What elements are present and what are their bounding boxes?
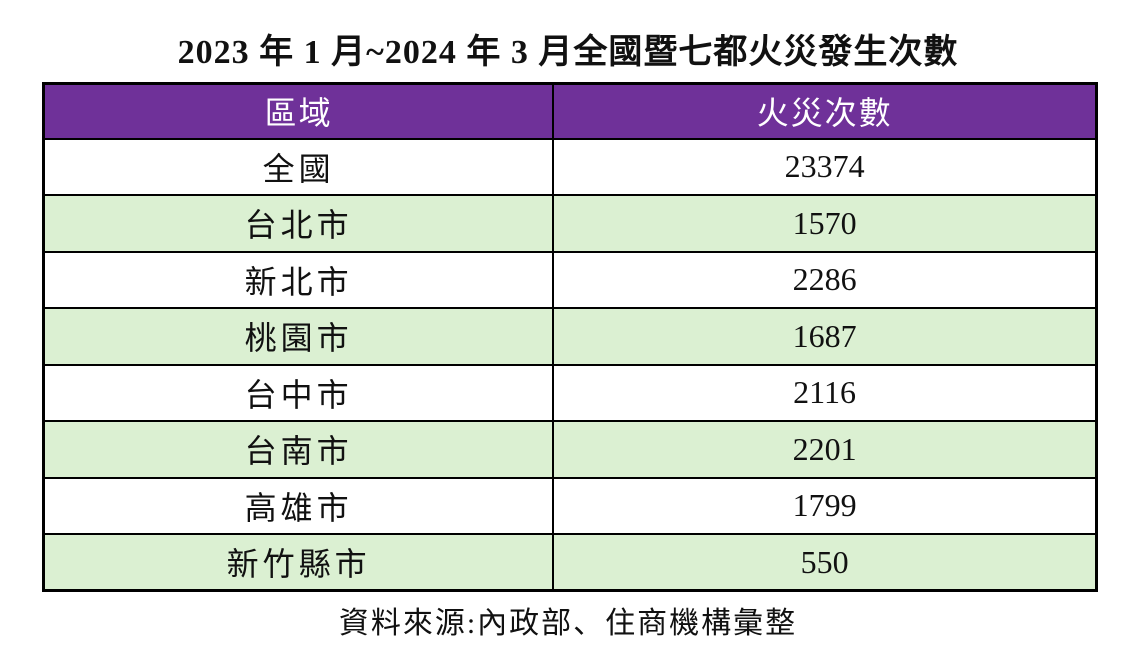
count-cell: 2116 (552, 363, 1098, 422)
table-row: 桃園市 1687 (42, 307, 1098, 366)
table-row: 全國 23374 (42, 137, 1098, 196)
table-row: 新北市 2286 (42, 250, 1098, 309)
column-header-fire-count: 火災次數 (552, 82, 1098, 140)
count-cell: 550 (552, 533, 1098, 592)
region-cell: 台南市 (42, 420, 555, 479)
region-cell: 新北市 (42, 250, 555, 309)
count-cell: 1687 (552, 307, 1098, 366)
region-cell: 高雄市 (42, 476, 555, 535)
page-title: 2023 年 1 月~2024 年 3 月全國暨七都火災發生次數 (177, 34, 959, 71)
table-header-row: 區域 火災次數 (42, 82, 1098, 140)
count-cell: 1799 (552, 476, 1098, 535)
count-cell: 1570 (552, 194, 1098, 253)
table-body: 全國 23374 台北市 1570 新北市 2286 桃園市 1687 台中市 … (42, 137, 1098, 592)
count-cell: 23374 (552, 137, 1098, 196)
region-cell: 全國 (42, 137, 555, 196)
count-cell: 2286 (552, 250, 1098, 309)
region-cell: 桃園市 (42, 307, 555, 366)
table-row: 新竹縣市 550 (42, 533, 1098, 592)
table-row: 台北市 1570 (42, 194, 1098, 253)
table-row: 台南市 2201 (42, 420, 1098, 479)
source-note: 資料來源:內政部、住商機構彙整 (338, 607, 798, 640)
region-cell: 台中市 (42, 363, 555, 422)
count-cell: 2201 (552, 420, 1098, 479)
table-header: 區域 火災次數 (42, 82, 1098, 140)
fire-incidents-table: 區域 火災次數 全國 23374 台北市 1570 新北市 2286 桃園市 1… (42, 82, 1098, 592)
region-cell: 台北市 (42, 194, 555, 253)
table-row: 高雄市 1799 (42, 476, 1098, 535)
region-cell: 新竹縣市 (42, 533, 555, 592)
table-row: 台中市 2116 (42, 363, 1098, 422)
column-header-region: 區域 (42, 82, 555, 140)
